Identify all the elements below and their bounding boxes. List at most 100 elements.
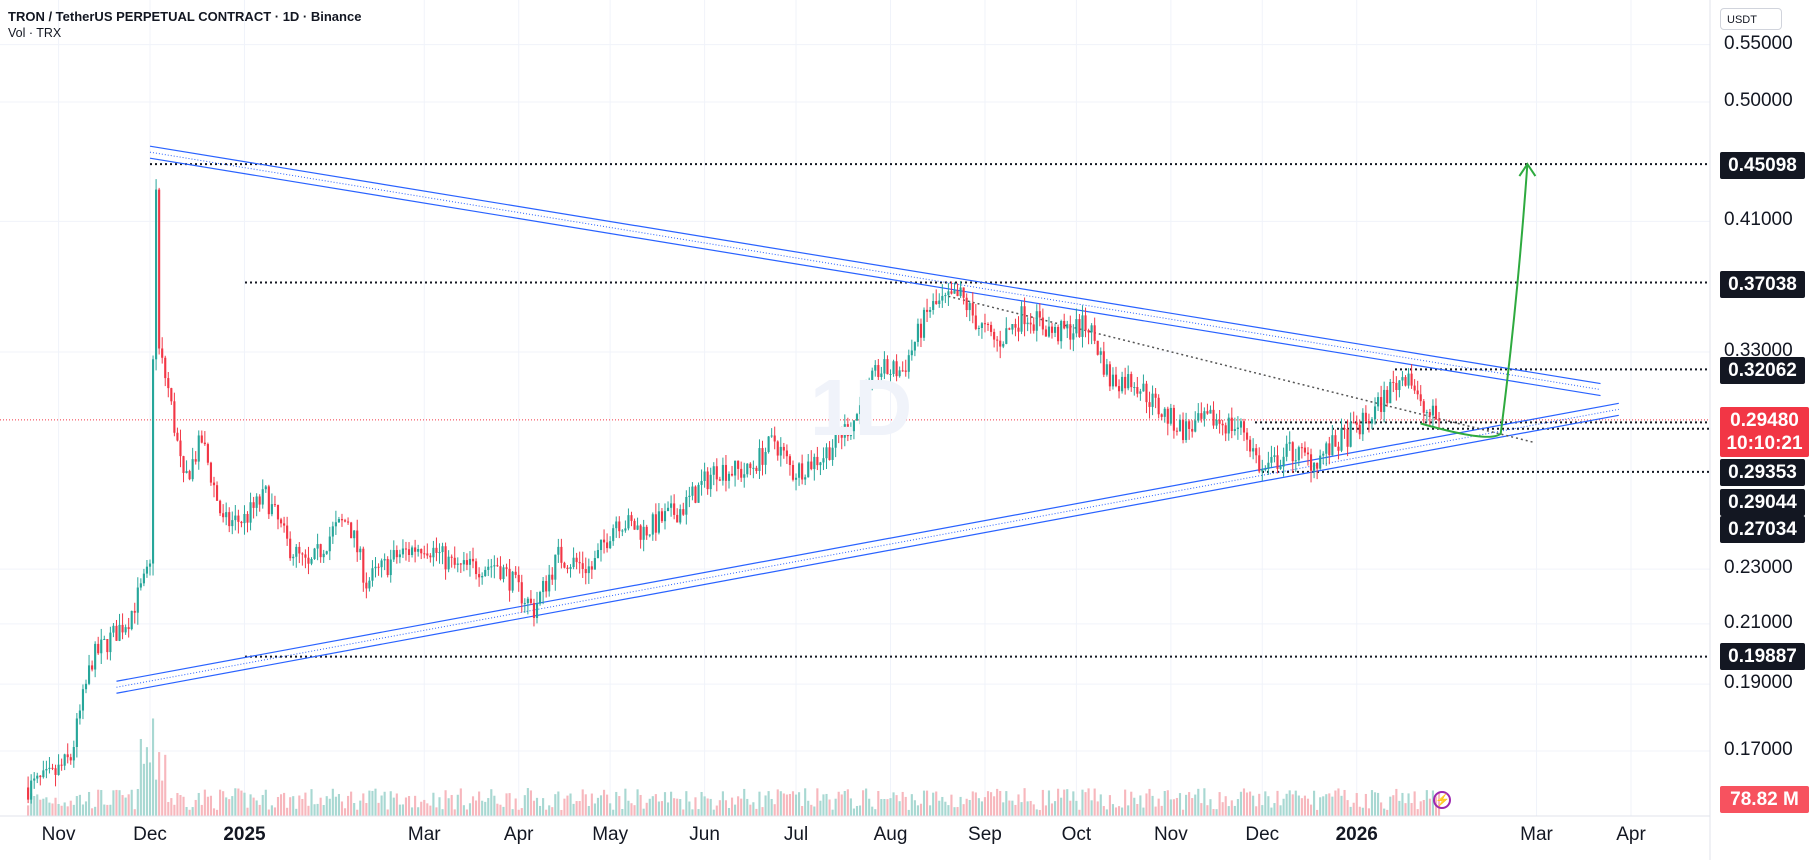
price-tick-label: 0.17000	[1724, 739, 1793, 760]
candle-body	[1337, 446, 1340, 451]
candle-body	[895, 361, 898, 377]
volume-bar	[1139, 795, 1142, 816]
price-tick-label: 0.50000	[1724, 90, 1793, 111]
candle-body	[301, 553, 304, 555]
candle-body	[560, 546, 563, 563]
volume-bar	[1124, 789, 1127, 816]
candle-body	[947, 291, 950, 296]
volume-bar	[1389, 796, 1392, 816]
volume-bar	[374, 788, 377, 816]
candle-body	[1270, 456, 1273, 463]
volume-bar	[983, 797, 987, 816]
candle-body	[1111, 374, 1115, 387]
interval-watermark: 1D	[810, 363, 913, 452]
candle-body	[420, 549, 423, 554]
candle-body	[944, 295, 947, 297]
candle-body	[691, 486, 694, 496]
chart-header: TRON / TetherUS PERPETUAL CONTRACT · 1D …	[8, 8, 361, 42]
candle-body	[807, 461, 810, 478]
candle-body	[956, 290, 959, 297]
volume-bar	[782, 793, 785, 816]
volume-bar	[432, 792, 435, 816]
volume-bar	[1032, 804, 1035, 816]
volume-bar	[453, 809, 456, 816]
volume-bar	[1142, 807, 1145, 816]
candle-body	[1017, 327, 1020, 332]
volume-bar	[569, 793, 572, 816]
candle-body	[1349, 422, 1352, 447]
candle-body	[657, 511, 660, 533]
candle-body	[703, 471, 706, 482]
volume-bar	[54, 797, 57, 816]
candle-body	[1352, 422, 1355, 424]
volume-bar	[151, 718, 155, 816]
candle-body	[1105, 364, 1108, 375]
volume-bar	[901, 791, 904, 816]
volume-bar	[468, 803, 472, 816]
volume-bar	[596, 797, 600, 816]
candle-body	[1008, 328, 1011, 330]
candle-body	[1200, 413, 1203, 419]
volume-bar	[764, 795, 767, 816]
candle-body	[794, 477, 798, 480]
volume-bar	[584, 794, 587, 816]
volume-bar	[834, 798, 837, 816]
candle-body	[676, 514, 679, 523]
candle-body	[1117, 386, 1121, 392]
last-volume-label: 78.82 M	[1720, 786, 1809, 813]
volume-bar	[109, 804, 112, 816]
volume-bar	[51, 803, 54, 816]
candle-body	[1422, 401, 1425, 413]
candle-body	[904, 370, 907, 372]
volume-bar	[429, 805, 432, 816]
candle-body	[499, 566, 502, 580]
volume-bar	[532, 800, 536, 816]
candle-body	[249, 502, 252, 523]
candle-body	[453, 557, 456, 565]
candle-body	[1081, 315, 1084, 337]
volume-bar	[145, 747, 149, 816]
candle-body	[471, 558, 475, 562]
volume-bar	[993, 796, 996, 816]
candle-body	[1206, 411, 1209, 414]
candle-body	[627, 515, 630, 529]
volume-bar	[788, 793, 792, 816]
candle-body	[599, 539, 603, 550]
candle-body	[1069, 324, 1072, 340]
candle-body	[130, 610, 133, 630]
volume-bar	[1273, 803, 1276, 816]
symbol-title[interactable]: TRON / TetherUS PERPETUAL CONTRACT · 1D …	[8, 9, 362, 24]
candle-body	[435, 547, 438, 553]
candle-body	[371, 568, 374, 581]
volume-bar	[356, 809, 359, 816]
candle-body	[773, 435, 776, 442]
candle-body	[295, 546, 298, 557]
candle-body	[685, 496, 688, 515]
volume-bar	[1130, 791, 1133, 816]
candle-body	[1224, 425, 1227, 434]
candle-body	[1075, 319, 1078, 334]
time-tick-label: Nov	[41, 824, 76, 845]
candle-body	[932, 301, 935, 310]
candle-body	[1148, 402, 1151, 407]
flash-icon[interactable]: ⚡	[1433, 791, 1451, 809]
candle-body	[715, 466, 718, 480]
volume-legend[interactable]: Vol · TRX	[8, 26, 62, 40]
volume-bar	[804, 788, 807, 816]
volume-bar	[334, 796, 337, 816]
volume-bar	[279, 794, 283, 816]
volume-bar	[1008, 800, 1011, 816]
currency-button[interactable]: USDT	[1720, 8, 1782, 30]
candle-body	[243, 513, 246, 524]
volume-bar	[874, 809, 877, 816]
lower-trendline	[116, 414, 1619, 694]
volume-bar	[575, 801, 578, 816]
volume-bar	[529, 790, 532, 816]
volume-bar	[1276, 790, 1279, 816]
volume-bar	[481, 800, 484, 816]
upper-trendline-mid	[149, 151, 1601, 391]
volume-bar	[1300, 798, 1303, 816]
level-label: 0.27034	[1720, 516, 1805, 543]
volume-bar	[986, 791, 990, 816]
